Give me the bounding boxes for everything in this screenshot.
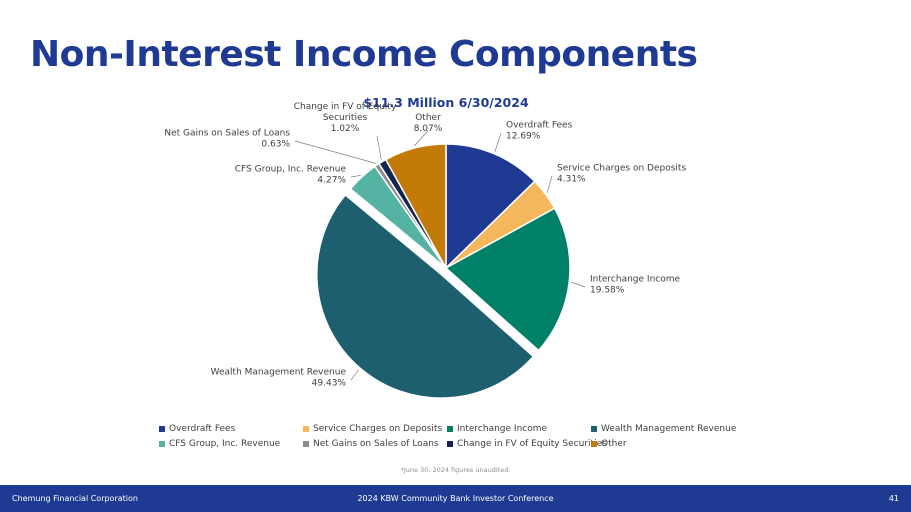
chart-title: $11.3 Million 6/30/2024 bbox=[363, 95, 529, 110]
legend-swatch bbox=[159, 441, 165, 447]
pie-slice-interchange-income bbox=[444, 207, 571, 352]
leader-line-overdraft-fees bbox=[494, 132, 502, 152]
leader-line-interchange-income bbox=[571, 281, 586, 288]
legend-swatch bbox=[447, 426, 453, 432]
page-title: Non-Interest Income Components bbox=[30, 34, 698, 75]
legend-swatch bbox=[303, 426, 309, 432]
legend-swatch bbox=[591, 426, 597, 432]
legend-item-overdraft-fees: Overdraft Fees bbox=[159, 424, 303, 434]
pie-slice-overdraft-fees bbox=[445, 143, 536, 270]
data-label-other: Other 8.07% bbox=[414, 113, 443, 134]
leader-line-change-in-fv-of-equity-securities bbox=[376, 135, 382, 160]
data-label-wealth-management-revenue: Wealth Management Revenue 49.43% bbox=[211, 368, 347, 389]
legend-item-cfs-group-inc-revenue: CFS Group, Inc. Revenue bbox=[159, 439, 303, 449]
legend-item-service-charges-on-deposits: Service Charges on Deposits bbox=[303, 424, 447, 434]
legend-label: Change in FV of Equity Securities bbox=[457, 439, 607, 449]
data-label-overdraft-fees: Overdraft Fees 12.69% bbox=[506, 121, 573, 142]
legend-item-wealth-management-revenue: Wealth Management Revenue bbox=[591, 424, 751, 434]
footer-bar: Chemung Financial Corporation 2024 KBW C… bbox=[0, 485, 911, 512]
legend-swatch bbox=[591, 441, 597, 447]
data-label-service-charges-on-deposits: Service Charges on Deposits 4.31% bbox=[557, 164, 686, 185]
leader-line-other bbox=[414, 130, 429, 147]
leader-line-wealth-management-revenue bbox=[350, 369, 359, 381]
data-label-cfs-group-inc-revenue: CFS Group, Inc. Revenue 4.27% bbox=[235, 165, 347, 186]
pie-slice-wealth-management-revenue bbox=[316, 193, 535, 399]
data-label-interchange-income: Interchange Income 19.58% bbox=[590, 275, 680, 296]
data-label-change-in-fv-of-equity-securities: Change in FV of Equity Securities 1.02% bbox=[294, 102, 397, 134]
legend-label: Net Gains on Sales of Loans bbox=[313, 439, 439, 449]
legend-label: Wealth Management Revenue bbox=[601, 424, 737, 434]
legend-label: CFS Group, Inc. Revenue bbox=[169, 439, 281, 449]
legend-label: Other bbox=[601, 439, 627, 449]
legend-swatch bbox=[159, 426, 165, 432]
legend-item-net-gains-on-sales-of-loans: Net Gains on Sales of Loans bbox=[303, 439, 447, 449]
chart-legend: Overdraft Fees Service Charges on Deposit… bbox=[159, 424, 759, 449]
legend-label: Service Charges on Deposits bbox=[313, 424, 443, 434]
footer-conference: 2024 KBW Community Bank Investor Confere… bbox=[357, 494, 554, 503]
leader-line-cfs-group-inc-revenue bbox=[350, 175, 361, 178]
leader-line-service-charges-on-deposits bbox=[546, 175, 553, 194]
data-label-net-gains-on-sales-of-loans: Net Gains on Sales of Loans 0.63% bbox=[164, 129, 290, 150]
legend-item-change-in-fv-of-equity-securities: Change in FV of Equity Securities bbox=[447, 439, 607, 449]
footer-page-number: 41 bbox=[888, 494, 899, 503]
legend-item-interchange-income: Interchange Income bbox=[447, 424, 591, 434]
footnote: *June 30, 2024 figures unaudited. bbox=[400, 466, 511, 474]
leader-line-net-gains-on-sales-of-loans bbox=[294, 140, 376, 164]
pie-chart: $11.3 Million 6/30/2024 Overdraft Fees 12… bbox=[164, 95, 686, 399]
pie-slice-other bbox=[384, 143, 447, 271]
legend-label: Interchange Income bbox=[457, 424, 548, 434]
legend-label: Overdraft Fees bbox=[169, 424, 236, 434]
legend-swatch bbox=[447, 441, 453, 447]
legend-swatch bbox=[303, 441, 309, 447]
footer-company: Chemung Financial Corporation bbox=[12, 494, 138, 503]
legend-item-other: Other bbox=[591, 439, 751, 449]
